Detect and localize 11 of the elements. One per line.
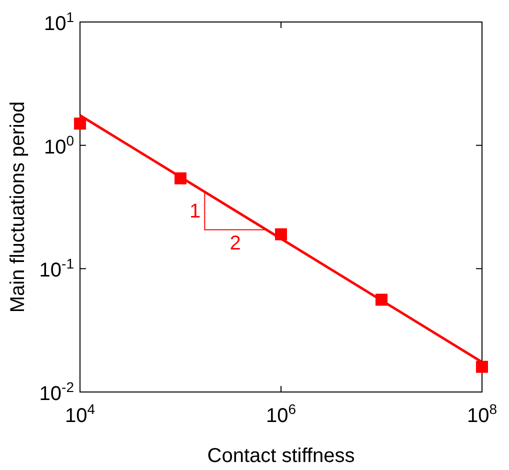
x-tick-label: 10$^{6}$ (266, 401, 296, 427)
y-axis-title: Main fluctuations period (7, 101, 29, 313)
annotation: 1 (190, 200, 201, 223)
annotation: 2 (230, 232, 241, 255)
point (476, 360, 488, 373)
x-tick-label: 10$^{8}$ (466, 401, 498, 427)
y-tick-label: 10$^{0}$ (44, 132, 74, 158)
x-axis-title: Contact stiffness (207, 445, 355, 467)
y-tick-label: 10$^{-1}$ (39, 256, 74, 282)
y-tick-label: 10$^{1}$ (44, 9, 74, 35)
point (74, 118, 86, 130)
